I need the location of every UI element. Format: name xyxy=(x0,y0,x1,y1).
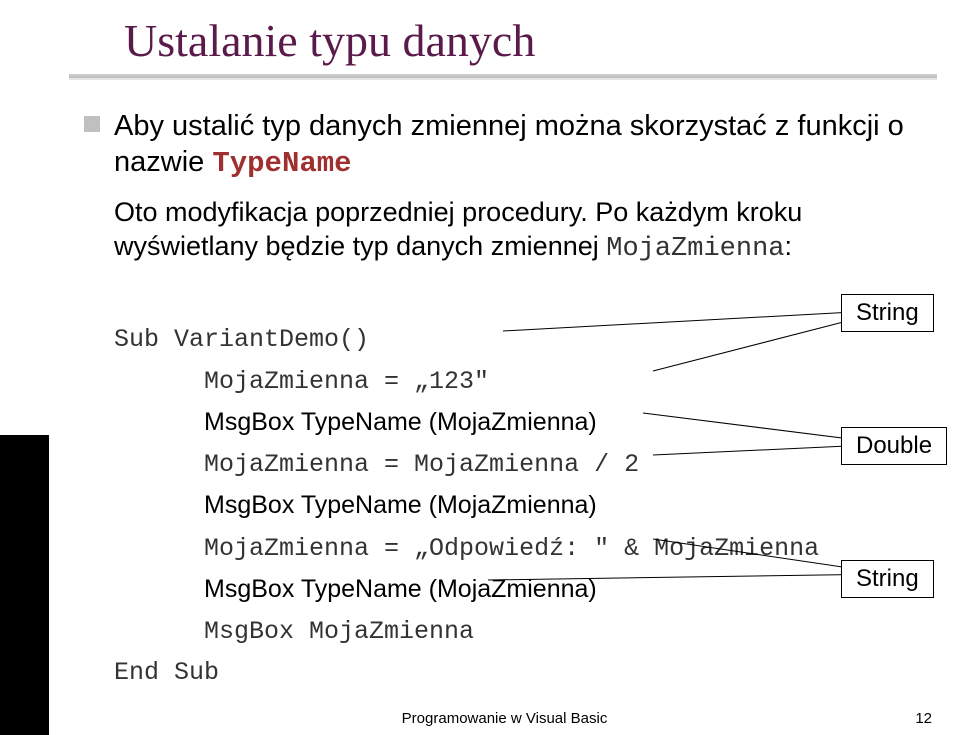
page-number: 12 xyxy=(915,710,932,727)
code-l4: MojaZmienna = MojaZmienna / 2 xyxy=(204,450,639,479)
slide-content: Ustalanie typu danych Aby ustalić typ da… xyxy=(49,0,960,735)
type-label-string1: String xyxy=(841,294,934,332)
code-l6: MojaZmienna = „Odpowiedź: " & MojaZmienn… xyxy=(204,534,819,563)
paragraph: Oto modyfikacja poprzedniej procedury. P… xyxy=(114,196,944,267)
sidebar xyxy=(0,0,49,735)
code-l9: End Sub xyxy=(114,658,219,687)
title-underline xyxy=(69,74,937,80)
code-l2: MojaZmienna = „123" xyxy=(204,367,489,396)
bullet-row: Aby ustalić typ danych zmiennej można sk… xyxy=(84,108,944,183)
title-wrap: Ustalanie typu danych xyxy=(124,14,924,67)
code-l3: MsgBox TypeName (MojaZmienna) xyxy=(204,408,597,436)
code-l8: MsgBox MojaZmienna xyxy=(204,617,474,646)
slide-title: Ustalanie typu danych xyxy=(124,14,924,67)
code-block: Sub VariantDemo() MojaZmienna = „123" Ms… xyxy=(114,278,819,694)
type-label-string2: String xyxy=(841,560,934,598)
code-l7: MsgBox TypeName (MojaZmienna) xyxy=(204,575,597,603)
bullet-text-code: TypeName xyxy=(212,147,351,180)
bullet-square-icon xyxy=(84,116,100,132)
code-l1: Sub VariantDemo() xyxy=(114,325,369,354)
para-post: : xyxy=(784,231,792,261)
para-code: MojaZmienna xyxy=(606,234,784,264)
bullet-text: Aby ustalić typ danych zmiennej można sk… xyxy=(114,108,944,183)
sidebar-dark-block xyxy=(0,435,49,735)
type-label-double: Double xyxy=(841,427,947,465)
code-l5: MsgBox TypeName (MojaZmienna) xyxy=(204,491,597,519)
footer-text: Programowanie w Visual Basic xyxy=(49,710,960,727)
